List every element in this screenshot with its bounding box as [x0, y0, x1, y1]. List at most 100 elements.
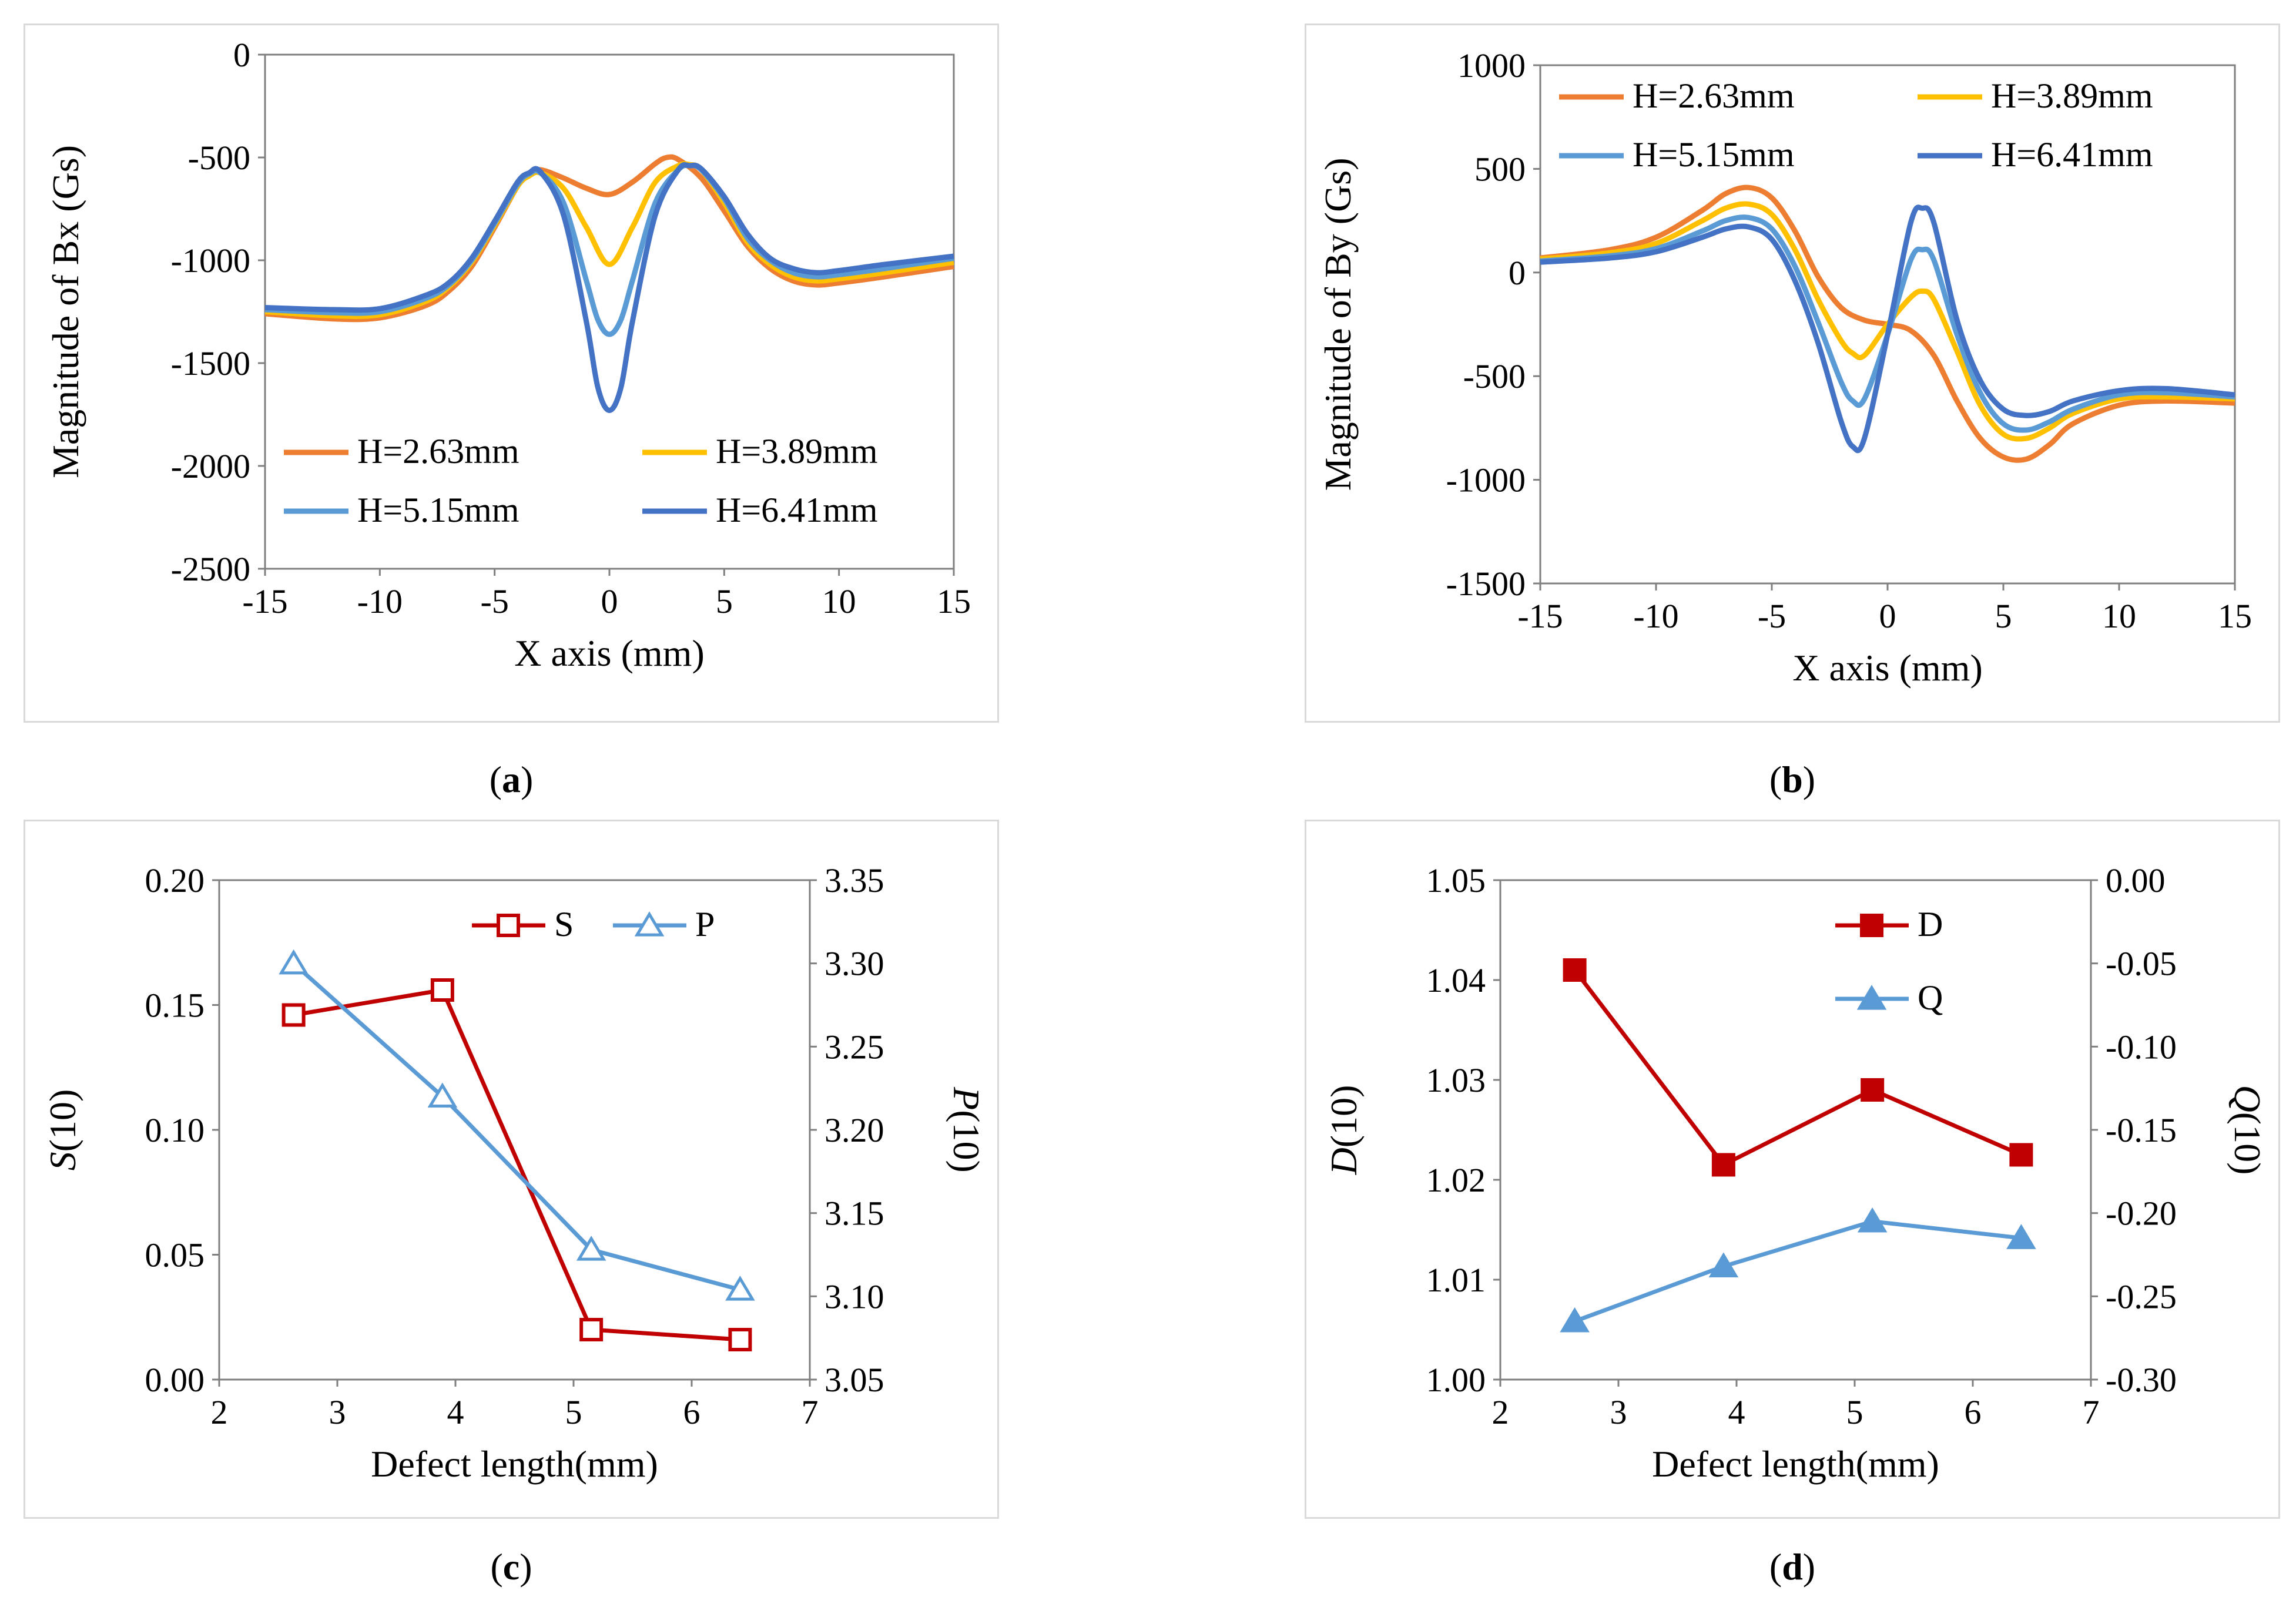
- y-tick-label: -1500: [1446, 565, 1526, 603]
- legend-label: H=3.89mm: [1991, 76, 2153, 115]
- y-axis-label: Magnitude of By (Gs): [1317, 157, 1359, 491]
- y-right-tick-label: 3.10: [824, 1277, 884, 1316]
- y-axis-label: Magnitude of Bx (Gs): [45, 145, 86, 478]
- y-left-axis-label-suffix: (10): [1323, 1085, 1365, 1148]
- legend-label: H=2.63mm: [1633, 76, 1795, 115]
- data-point-S: [430, 978, 454, 1002]
- data-point-P: [279, 949, 309, 975]
- y-right-axis-label-suffix: (10): [946, 1110, 987, 1173]
- y-right-axis-label-var: Q: [2227, 1085, 2268, 1112]
- data-point-P: [427, 1082, 458, 1108]
- series-line-H=6.41mm: [1540, 204, 2235, 454]
- x-tick-label: -15: [1517, 597, 1563, 635]
- x-tick-label: -10: [357, 582, 403, 620]
- data-point-D: [1861, 1078, 1885, 1102]
- y-tick-label: 500: [1474, 150, 1526, 188]
- y-right-tick-label: -0.15: [2106, 1111, 2177, 1149]
- x-tick-label: 5: [716, 582, 733, 620]
- y-left-tick-label: 0.20: [145, 861, 205, 900]
- y-right-tick-label: 0.00: [2106, 861, 2166, 900]
- legend-label: H=5.15mm: [357, 491, 519, 529]
- caption-d: (d): [1769, 1546, 1816, 1588]
- data-point-S: [579, 1318, 604, 1341]
- y-right-tick-label: -0.25: [2106, 1277, 2177, 1316]
- y-tick-label: 1000: [1457, 46, 1526, 85]
- legend-marker: [634, 911, 665, 937]
- caption-b: (b): [1769, 759, 1816, 800]
- data-point-Q: [1560, 1307, 1590, 1333]
- y-tick-label: 0: [1509, 254, 1526, 292]
- y-left-tick-label: 1.01: [1426, 1261, 1486, 1299]
- y-tick-label: -1000: [171, 241, 250, 280]
- legend-marker: [497, 914, 520, 937]
- x-axis-label: Defect length(mm): [1652, 1443, 1939, 1485]
- y-right-axis-label: Q(10): [2227, 1085, 2268, 1175]
- data-point-P: [725, 1276, 755, 1301]
- y-right-tick-label: -0.05: [2106, 945, 2177, 983]
- x-tick-label: 7: [802, 1393, 819, 1431]
- y-left-axis-label: S(10): [42, 1089, 83, 1171]
- caption-c: (c): [490, 1546, 532, 1588]
- chart-a-svg: -15 -10 -5 0 5 10 15 0 -500 -1000 -1500 -2000 -2500 X…: [45, 36, 971, 674]
- legend-label: Q: [1918, 978, 1943, 1017]
- legend-label: D: [1918, 905, 1943, 944]
- y-left-axis-label-var: D: [1323, 1147, 1365, 1175]
- legend-label: H=6.41mm: [1991, 135, 2153, 174]
- y-right-tick-label: 3.05: [824, 1361, 884, 1399]
- data-point-Q: [1857, 1207, 1888, 1233]
- y-left-tick-label: 0.15: [145, 986, 205, 1025]
- y-right-axis-label-var: P: [946, 1086, 987, 1110]
- x-tick-label: 3: [1610, 1393, 1627, 1431]
- caption-a: (a): [489, 759, 534, 800]
- y-right-axis-label-suffix: (10): [2227, 1112, 2268, 1175]
- chart-panel-d: 2 3 4 5 6 7 1.00 1.01 1.02 1.03 1.04 1.05 -0.30 -0.25…: [1305, 820, 2280, 1519]
- data-point-S: [728, 1328, 752, 1351]
- y-left-axis-label: D(10): [1323, 1085, 1365, 1176]
- y-right-axis-label: P(10): [946, 1086, 987, 1173]
- x-tick-label: -5: [1758, 597, 1786, 635]
- x-tick-label: 7: [2083, 1393, 2100, 1431]
- chart-panel-a: -15 -10 -5 0 5 10 15 0 -500 -1000 -1500 -2000 -2500 X…: [24, 24, 999, 723]
- y-left-tick-label: 0.05: [145, 1236, 205, 1274]
- y-left-axis-label-var: S: [42, 1152, 83, 1170]
- y-right-tick-label: -0.20: [2106, 1194, 2177, 1233]
- plot-area: [218, 879, 811, 1381]
- x-tick-label: -15: [242, 582, 287, 620]
- data-point-S: [281, 1003, 306, 1027]
- x-tick-label: 10: [2102, 597, 2136, 635]
- x-tick-label: 6: [683, 1393, 700, 1431]
- y-right-tick-label: 3.20: [824, 1111, 884, 1149]
- chart-panel-c: 2 3 4 5 6 7 0.00 0.05 0.10 0.15 0.20 3.05 3.10 3.15 3.…: [24, 820, 999, 1519]
- legend-label: P: [695, 905, 715, 944]
- x-tick-label: 5: [565, 1393, 582, 1431]
- legend-marker: [1860, 914, 1883, 937]
- x-tick-label: 6: [1965, 1393, 1982, 1431]
- x-tick-label: 4: [447, 1393, 464, 1431]
- chart-c-svg: 2 3 4 5 6 7 0.00 0.05 0.10 0.15 0.20 3.05 3.10 3.15 3.…: [42, 861, 987, 1485]
- y-right-tick-label: 3.15: [824, 1194, 884, 1233]
- chart-b-svg: -15 -10 -5 0 5 10 15 1000 500 0 -500 -1000 -1500 X ax…: [1317, 46, 2252, 689]
- x-tick-label: 5: [1995, 597, 2012, 635]
- y-right-tick-label: -0.30: [2106, 1361, 2177, 1399]
- x-tick-label: 2: [1492, 1393, 1509, 1431]
- x-tick-label: -5: [481, 582, 509, 620]
- y-left-axis-label-suffix: (10): [42, 1089, 83, 1152]
- y-left-tick-label: 1.05: [1426, 861, 1486, 900]
- x-axis-label: X axis (mm): [514, 632, 705, 674]
- y-tick-label: -2500: [171, 550, 250, 588]
- y-right-tick-label: 3.35: [824, 861, 884, 900]
- y-tick-label: -500: [188, 139, 250, 177]
- legend-label: H=3.89mm: [716, 432, 878, 471]
- chart-panel-b: -15 -10 -5 0 5 10 15 1000 500 0 -500 -1000 -1500 X ax…: [1305, 24, 2280, 723]
- series-line-P: [292, 962, 741, 1292]
- y-tick-label: -1000: [1446, 461, 1526, 499]
- y-right-tick-label: 3.25: [824, 1028, 884, 1066]
- data-point-P: [576, 1236, 606, 1261]
- series-line-H=6.41mm: [264, 162, 954, 413]
- y-left-tick-label: 0.10: [145, 1111, 205, 1149]
- x-tick-label: 2: [211, 1393, 228, 1431]
- x-tick-label: 4: [1728, 1393, 1745, 1431]
- y-tick-label: 0: [233, 36, 250, 74]
- legend-label: H=6.41mm: [716, 491, 878, 529]
- x-tick-label: 3: [329, 1393, 346, 1431]
